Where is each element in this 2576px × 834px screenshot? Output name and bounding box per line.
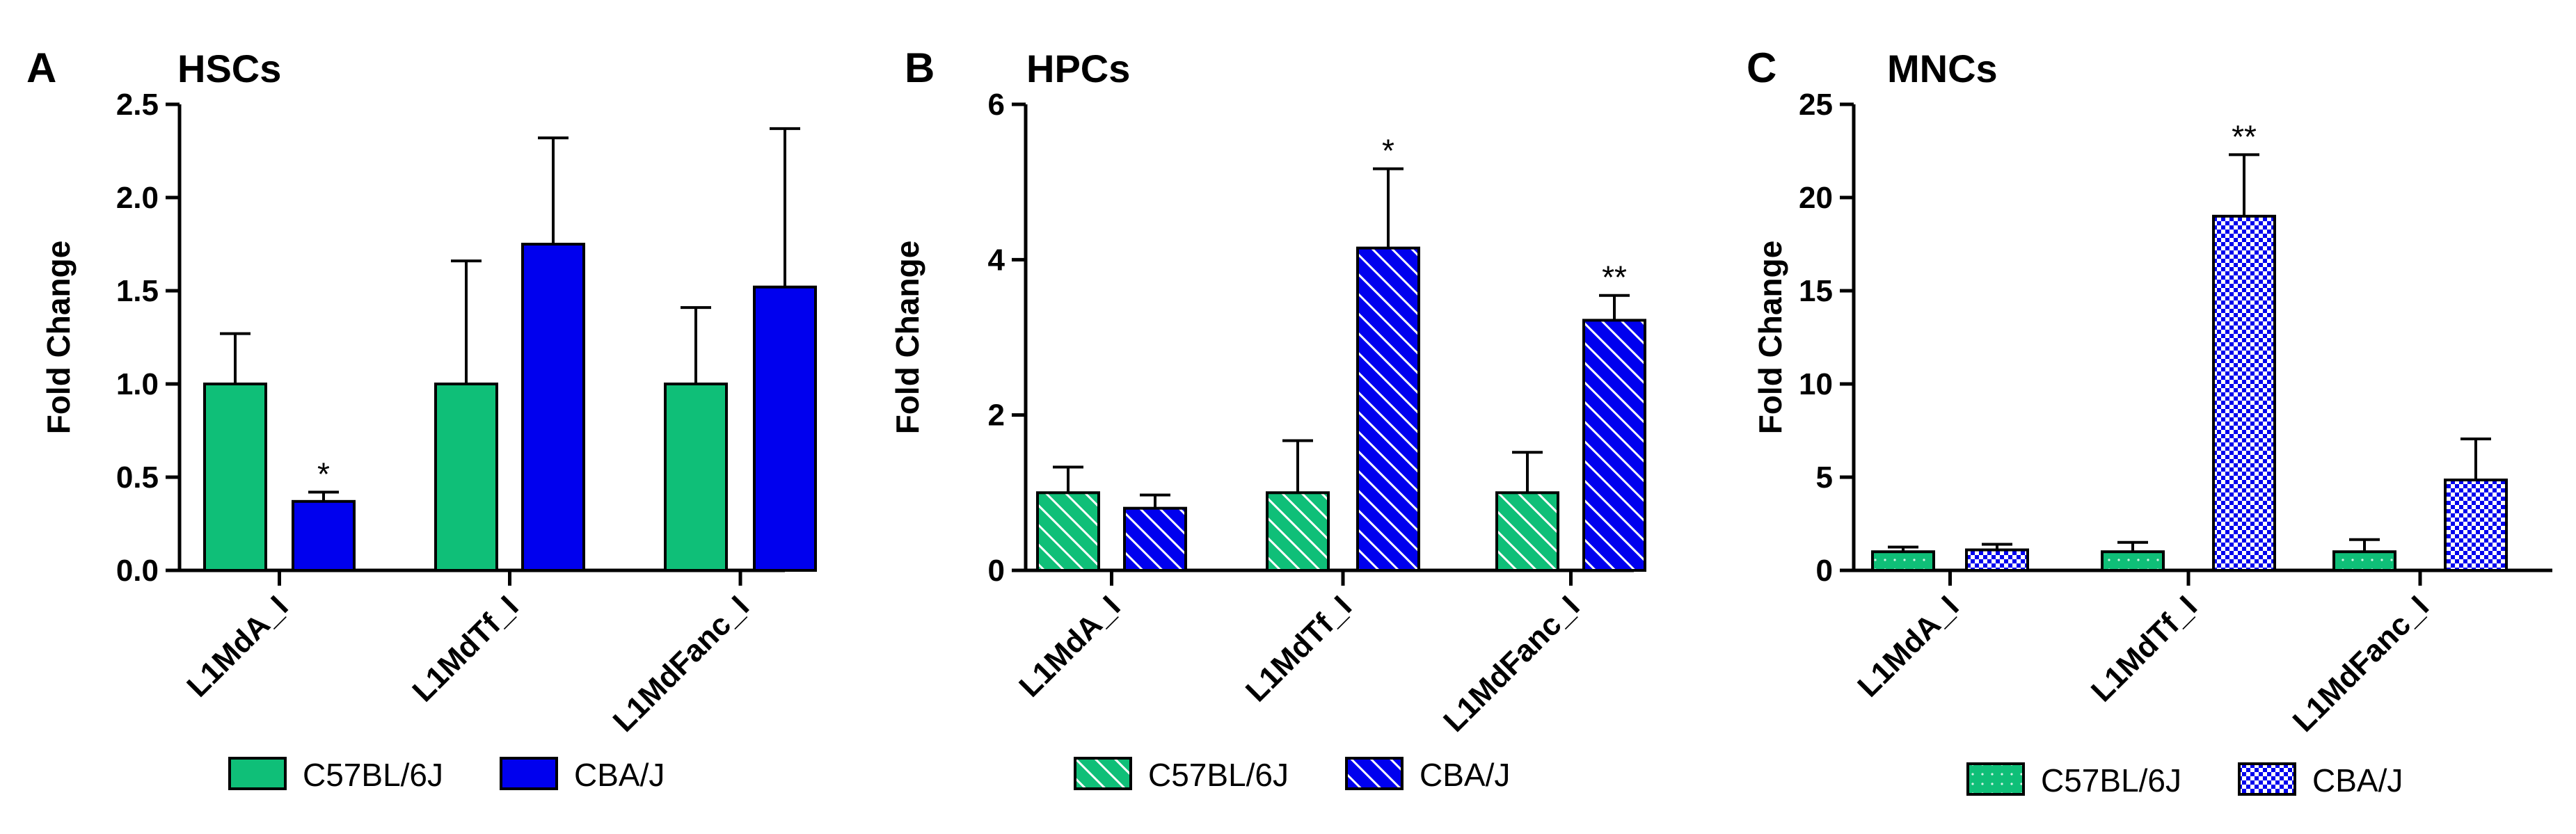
legend-label: CBA/J: [574, 757, 665, 793]
panel-c: C MNCs Fold Change 0 5 10 15 20 25 L1MdA_I L1Md…: [1747, 45, 2552, 799]
y-tick-label: 10: [1799, 367, 1833, 401]
bar: [1266, 491, 1330, 572]
y-tick-label: 0.5: [116, 460, 159, 495]
axes: 0 5 10 15 20 25 L1MdA_I L1MdTf_I L1MdFanc_I: [1799, 88, 2552, 739]
y-tick-label: 0: [1816, 554, 1833, 588]
legend-label: C57BL/6J: [1148, 757, 1289, 793]
legend: C57BL/6J CBA/J: [228, 757, 665, 793]
bar: [753, 285, 817, 572]
y-axis-label: Fold Change: [889, 241, 925, 435]
bars: *: [203, 127, 817, 572]
y-tick-label: 25: [1799, 88, 1833, 122]
bar: [521, 243, 585, 572]
legend: C57BL/6J CBA/J: [1074, 757, 1510, 793]
x-tick-label: L1MdA_I: [1012, 589, 1127, 703]
x-tick-label: L1MdA_I: [180, 589, 294, 703]
panel-b: B HPCs Fold Change 0 2 4 6 L1MdA_I L1MdTf_I L1…: [889, 45, 1646, 793]
panel-title: HPCs: [1026, 47, 1130, 90]
x-tick-label: L1MdTf_I: [2085, 589, 2204, 708]
legend-swatch: [1074, 757, 1132, 790]
significance-label: **: [1602, 259, 1627, 296]
significance-label: *: [1382, 133, 1394, 169]
legend-label: C57BL/6J: [2041, 762, 2181, 799]
y-tick-label: 5: [1816, 460, 1833, 495]
bar: [203, 383, 267, 572]
y-tick-label: 2: [988, 399, 1005, 433]
legend: C57BL/6J CBA/J: [1966, 762, 2403, 799]
panel-letter: A: [26, 45, 56, 91]
x-tick-label: L1MdTf_I: [406, 589, 525, 708]
x-tick-label: L1MdFanc_I: [1437, 589, 1586, 738]
y-axis-label: Fold Change: [40, 241, 77, 435]
bars: ***: [1036, 133, 1646, 572]
y-tick-label: 20: [1799, 181, 1833, 215]
x-tick-label: L1MdTf_I: [1239, 589, 1358, 708]
panel-letter: B: [905, 45, 935, 91]
legend-swatch: [500, 757, 558, 790]
significance-label: *: [317, 456, 330, 492]
bar: [434, 383, 498, 572]
bar: [2101, 550, 2165, 572]
bar: [1871, 550, 1935, 572]
bar: [2212, 214, 2276, 572]
bar: [1123, 506, 1187, 572]
significance-label: **: [2232, 118, 2257, 154]
legend-label: CBA/J: [2312, 762, 2403, 799]
panel-letter: C: [1747, 45, 1776, 91]
legend-swatch: [1345, 757, 1404, 790]
bar: [1356, 246, 1420, 572]
legend-swatch: [2238, 762, 2296, 796]
panel-a: A HSCs Fold Change 0.0 0.5 1.0 1.5 2.0 2.5 L1M…: [26, 45, 817, 793]
y-tick-label: 4: [988, 243, 1005, 277]
y-tick-label: 6: [988, 88, 1005, 122]
y-tick-label: 2.0: [116, 181, 159, 215]
bars: **: [1871, 118, 2508, 572]
bar: [664, 383, 728, 572]
bar: [1582, 319, 1646, 572]
bar: [292, 499, 356, 572]
y-tick-label: 1.5: [116, 274, 159, 308]
bar: [2332, 550, 2396, 572]
x-tick-label: L1MdA_I: [1851, 589, 1965, 703]
bar: [1036, 491, 1100, 572]
x-tick-label: L1MdFanc_I: [607, 589, 756, 738]
bar: [1495, 491, 1559, 572]
y-tick-label: 1.0: [116, 367, 159, 401]
panel-title: MNCs: [1887, 47, 1998, 90]
bar: [2444, 479, 2508, 572]
y-tick-label: 0.0: [116, 554, 159, 588]
legend-swatch: [228, 757, 287, 790]
legend-label: CBA/J: [1420, 757, 1510, 793]
axes: 0 2 4 6 L1MdA_I L1MdTf_I L1MdFanc_I: [988, 88, 1634, 739]
bar: [1965, 548, 2029, 572]
y-tick-label: 2.5: [116, 88, 159, 122]
panel-title: HSCs: [177, 47, 281, 90]
legend-label: C57BL/6J: [303, 757, 443, 793]
legend-swatch: [1966, 762, 2025, 796]
x-tick-label: L1MdFanc_I: [2287, 589, 2435, 738]
y-tick-label: 15: [1799, 274, 1833, 308]
y-tick-label: 0: [988, 554, 1005, 588]
y-axis-label: Fold Change: [1752, 241, 1788, 435]
